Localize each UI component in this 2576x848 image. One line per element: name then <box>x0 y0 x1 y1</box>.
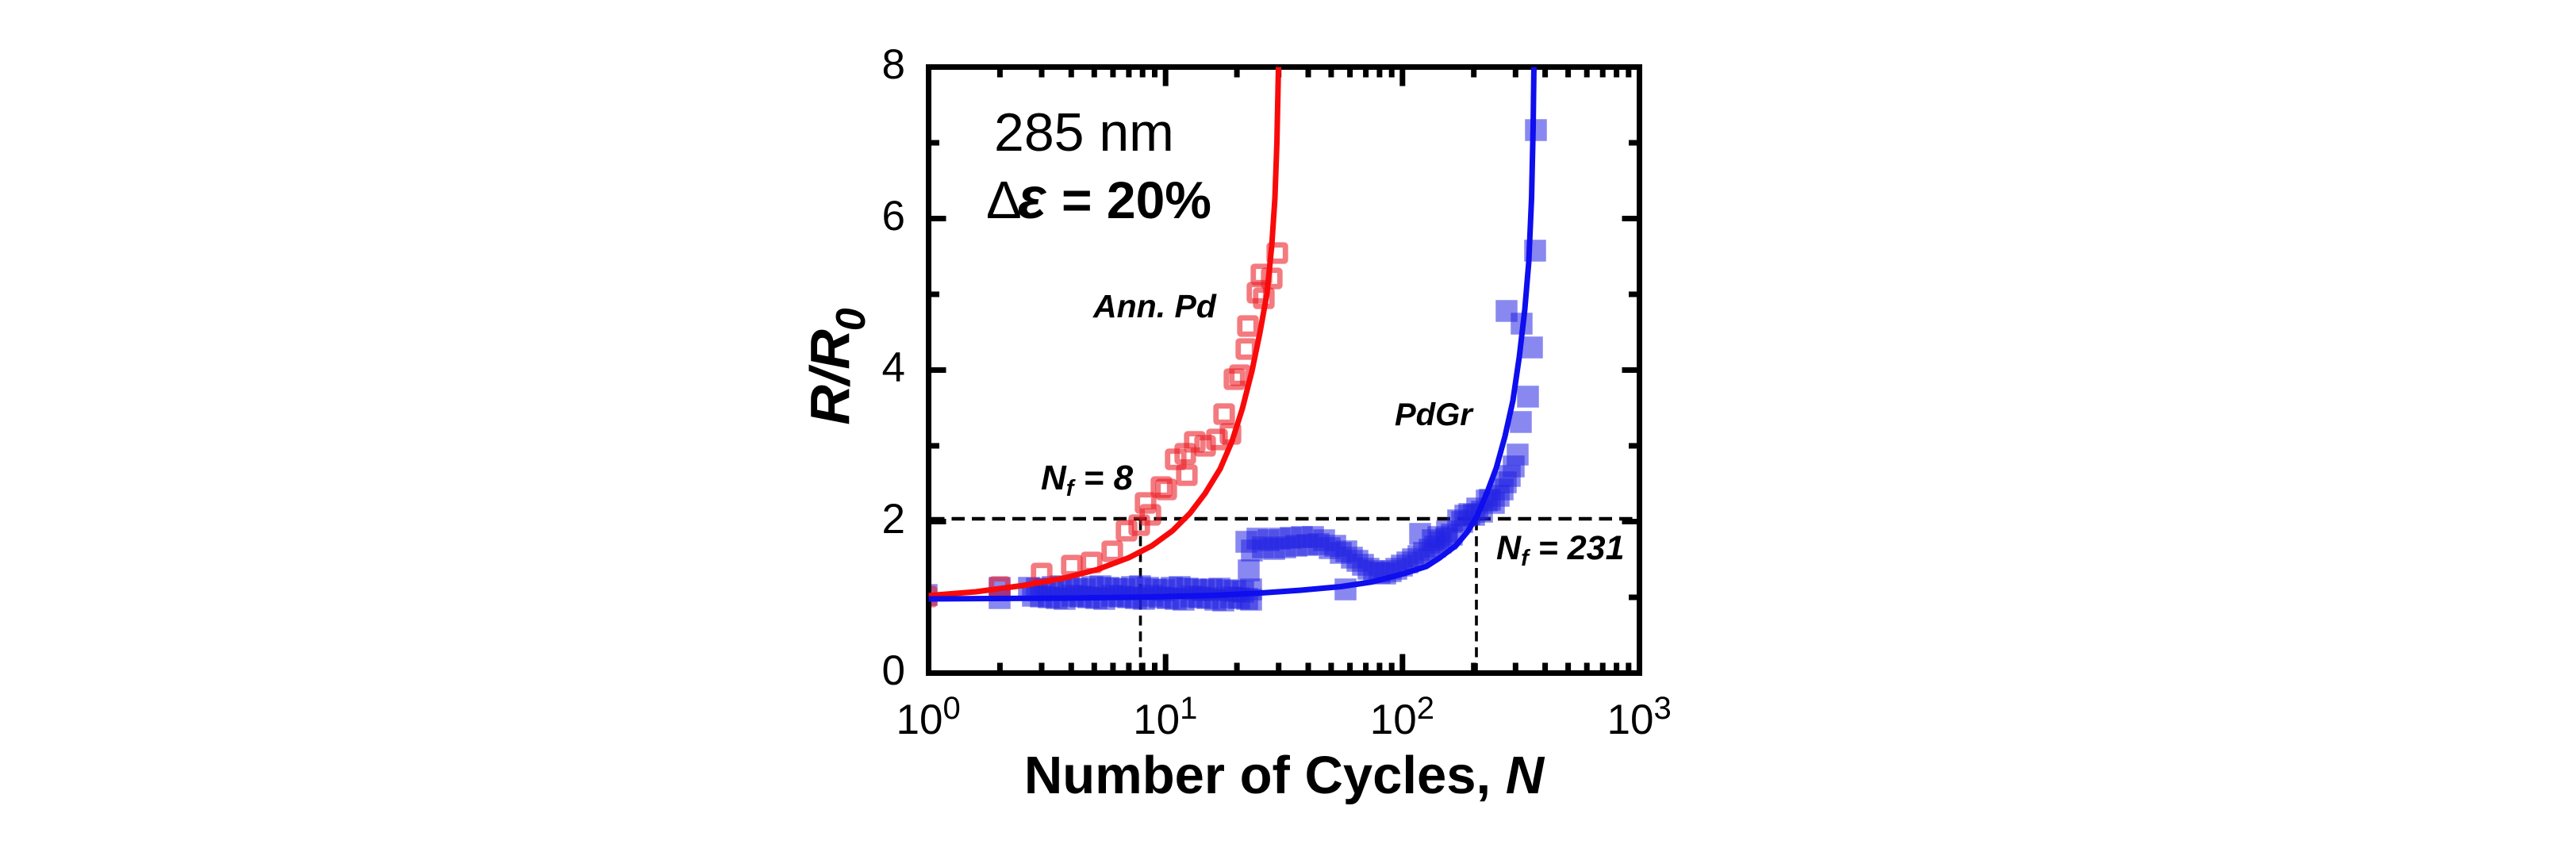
svg-text:4: 4 <box>882 344 905 391</box>
svg-text:Nf = 231: Nf = 231 <box>1496 529 1624 571</box>
svg-text:Nf = 8: Nf = 8 <box>1041 459 1134 501</box>
svg-text:285 nm: 285 nm <box>994 102 1174 163</box>
svg-text:0: 0 <box>882 647 905 694</box>
svg-text:Ann. Pd: Ann. Pd <box>1092 288 1217 324</box>
svg-text:103: 103 <box>1607 691 1672 743</box>
svg-text:Number of Cycles, N: Number of Cycles, N <box>1024 746 1545 805</box>
svg-text:6: 6 <box>882 193 905 240</box>
svg-text:ε: ε <box>1018 165 1047 231</box>
svg-text:2: 2 <box>882 496 905 543</box>
svg-text:= 20%: = 20% <box>1061 171 1211 229</box>
svg-text:PdGr: PdGr <box>1395 397 1474 432</box>
svg-text:101: 101 <box>1133 691 1197 743</box>
svg-text:8: 8 <box>882 41 905 88</box>
svg-text:Δ: Δ <box>986 171 1022 230</box>
